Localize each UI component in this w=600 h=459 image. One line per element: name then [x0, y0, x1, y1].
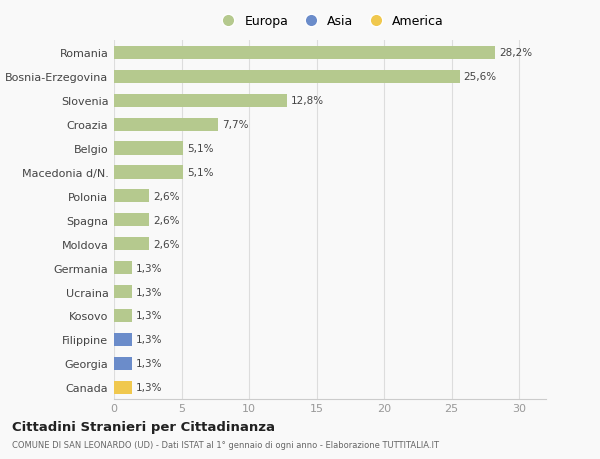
Text: 5,1%: 5,1% [187, 144, 214, 154]
Bar [114, 238, 149, 251]
Text: 2,6%: 2,6% [153, 215, 179, 225]
Text: COMUNE DI SAN LEONARDO (UD) - Dati ISTAT al 1° gennaio di ogni anno - Elaborazio: COMUNE DI SAN LEONARDO (UD) - Dati ISTAT… [12, 440, 439, 449]
Bar [114, 357, 131, 370]
Bar [114, 214, 149, 227]
Bar [114, 381, 131, 394]
Text: 5,1%: 5,1% [187, 168, 214, 178]
Text: 1,3%: 1,3% [136, 335, 162, 345]
Bar [114, 309, 131, 322]
Text: 25,6%: 25,6% [464, 72, 497, 82]
Text: 1,3%: 1,3% [136, 382, 162, 392]
Bar [114, 333, 131, 346]
Bar [114, 142, 183, 155]
Bar [114, 190, 149, 203]
Text: Cittadini Stranieri per Cittadinanza: Cittadini Stranieri per Cittadinanza [12, 420, 275, 433]
Text: 2,6%: 2,6% [153, 191, 179, 202]
Text: 12,8%: 12,8% [291, 96, 324, 106]
Text: 1,3%: 1,3% [136, 263, 162, 273]
Text: 2,6%: 2,6% [153, 239, 179, 249]
Bar [114, 262, 131, 274]
Bar [114, 285, 131, 298]
Text: 1,3%: 1,3% [136, 358, 162, 369]
Text: 28,2%: 28,2% [499, 48, 532, 58]
Text: 7,7%: 7,7% [222, 120, 248, 130]
Bar [114, 47, 494, 60]
Bar [114, 166, 183, 179]
Text: 1,3%: 1,3% [136, 287, 162, 297]
Bar [114, 95, 287, 107]
Legend: Europa, Asia, America: Europa, Asia, America [216, 15, 444, 28]
Bar [114, 71, 460, 84]
Text: 1,3%: 1,3% [136, 311, 162, 321]
Bar [114, 118, 218, 131]
